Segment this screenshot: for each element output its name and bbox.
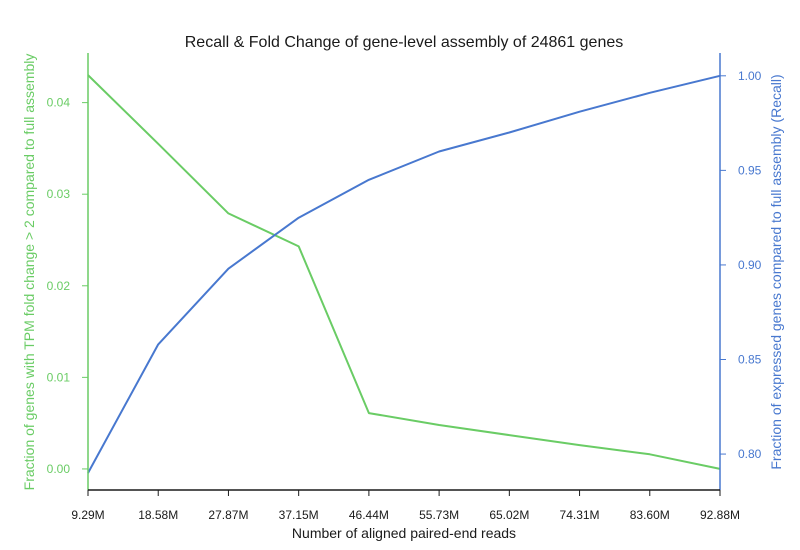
- x-tick-label: 27.87M: [208, 508, 248, 522]
- y-axis-left-label: Fraction of genes with TPM fold change >…: [21, 54, 37, 491]
- x-axis-label: Number of aligned paired-end reads: [292, 525, 516, 541]
- x-tick-label: 37.15M: [279, 508, 319, 522]
- y-right-tick-label: 0.95: [738, 163, 762, 177]
- plot-area: 9.29M 18.58M 27.87M 37.15M 46.44M 55.73M 65.02…: [47, 53, 762, 522]
- x-tick-label: 83.60M: [630, 508, 670, 522]
- y-left-tick-label: 0.01: [47, 370, 71, 384]
- y-left-tick-label: 0.04: [47, 96, 71, 110]
- x-tick-label: 9.29M: [71, 508, 104, 522]
- chart-title: Recall & Fold Change of gene-level assem…: [185, 34, 624, 51]
- series-line-recall: [87, 74, 721, 474]
- x-tick-label: 65.02M: [489, 508, 529, 522]
- x-tick-label: 92.88M: [700, 508, 740, 522]
- y-left-tick-label: 0.02: [47, 279, 71, 293]
- y-right-tick-label: 0.80: [738, 447, 762, 461]
- y-right-tick-label: 0.90: [738, 258, 762, 272]
- x-tick-label: 18.58M: [138, 508, 178, 522]
- y-left-tick-label: 0.00: [47, 462, 71, 476]
- y-right-tick-label: 0.85: [738, 353, 762, 367]
- y-right-tick-label: 1.00: [738, 69, 762, 83]
- x-tick-label: 74.31M: [560, 508, 600, 522]
- x-tick-label: 55.73M: [419, 508, 459, 522]
- y-left-tick-label: 0.03: [47, 187, 71, 201]
- series-line-fold-change: [87, 74, 721, 470]
- y-axis-right-label: Fraction of expressed genes compared to …: [768, 74, 784, 469]
- x-tick-label: 46.44M: [349, 508, 389, 522]
